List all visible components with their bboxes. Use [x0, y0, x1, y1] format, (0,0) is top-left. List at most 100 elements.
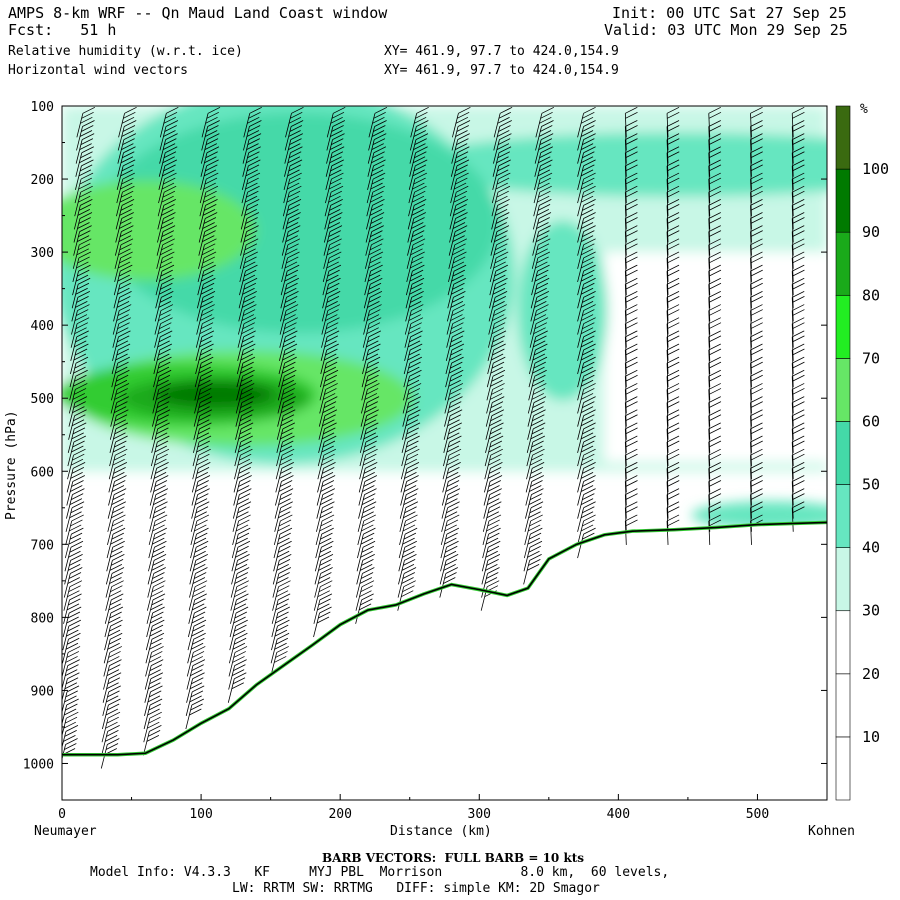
barb-feather — [116, 361, 129, 369]
barb-shaft — [64, 560, 72, 585]
barb-feather — [625, 217, 638, 224]
barb-shaft — [231, 533, 239, 559]
barb-feather — [277, 537, 290, 545]
wind-barb — [440, 540, 459, 572]
barb-feather — [452, 269, 466, 277]
barb-feather — [108, 664, 121, 671]
barb-feather — [73, 353, 87, 361]
wind-barb-column — [355, 106, 388, 624]
barb-shaft — [272, 573, 280, 598]
barb-feather — [405, 480, 418, 487]
barb-feather — [82, 120, 95, 127]
barb-feather — [321, 480, 335, 487]
barb-feather — [708, 343, 721, 351]
barb-feather — [792, 348, 805, 356]
barb-feather — [405, 445, 418, 453]
barb-feather — [582, 519, 595, 527]
barb-shaft — [355, 586, 363, 611]
barb-feather — [537, 195, 550, 203]
barb-feather — [449, 353, 462, 361]
barb-shaft — [62, 704, 68, 726]
barb-feather — [159, 296, 173, 303]
barb-feather — [67, 590, 80, 598]
barb-feather — [66, 603, 80, 611]
wind-barb — [355, 580, 375, 611]
barb-feather — [288, 130, 301, 137]
barb-feather — [243, 343, 256, 351]
chart-title: AMPS 8-km WRF -- Qn Maud Land Coast wind… — [8, 4, 388, 22]
wind-barb — [243, 106, 262, 138]
barb-feather — [154, 506, 167, 514]
barb-feather — [792, 282, 805, 290]
barb-feather — [80, 138, 94, 145]
barb-feather — [243, 235, 257, 243]
wind-barb — [185, 698, 205, 730]
barb-shaft — [666, 507, 669, 532]
barb-shaft — [791, 442, 794, 467]
barb-shaft — [445, 363, 452, 388]
barb-feather — [582, 230, 595, 238]
barb-feather — [708, 125, 722, 132]
barb-shaft — [154, 310, 162, 335]
barb-feather — [446, 527, 460, 535]
barb-shaft — [666, 244, 669, 269]
barb-feather — [368, 343, 381, 351]
barb-shaft — [114, 231, 122, 256]
barb-feather — [66, 664, 79, 671]
barb-feather — [446, 540, 459, 548]
barb-feather — [204, 143, 218, 150]
barb-feather — [119, 243, 132, 251]
barb-feather — [119, 222, 132, 229]
barb-feather — [286, 277, 299, 285]
wind-barb — [577, 264, 596, 296]
barb-feather — [498, 125, 511, 132]
barb-feather — [69, 606, 82, 614]
barb-feather — [792, 440, 805, 448]
barb-feather — [283, 301, 297, 308]
barb-feather — [450, 383, 464, 390]
barb-feather — [750, 514, 763, 522]
barb-shaft — [361, 376, 369, 401]
wind-barb — [73, 212, 93, 243]
barb-shaft — [531, 271, 538, 296]
barb-feather — [750, 409, 763, 417]
barb-feather — [667, 414, 680, 422]
barb-feather — [119, 195, 133, 203]
barb-feather — [792, 256, 805, 264]
wind-barb — [155, 264, 175, 296]
barb-feather — [667, 493, 680, 500]
barb-feather — [119, 304, 132, 311]
barb-feather — [330, 198, 343, 206]
barb-feather — [666, 198, 680, 206]
barb-feather — [163, 185, 177, 193]
barb-feather — [152, 559, 166, 566]
barb-shaft — [666, 389, 669, 414]
barb-feather — [363, 527, 376, 535]
barb-feather — [666, 146, 680, 154]
barb-feather — [792, 251, 805, 259]
barb-feather — [192, 577, 206, 584]
barb-feather — [625, 440, 638, 448]
wind-barb — [71, 291, 91, 322]
wind-barb — [104, 606, 124, 638]
barb-shaft — [271, 599, 279, 624]
barb-shaft — [402, 415, 409, 440]
barb-shaft — [399, 494, 407, 519]
barb-feather — [582, 269, 595, 277]
barb-feather — [64, 682, 78, 690]
xy-range-rh: XY= 461.9, 97.7 to 424.0,154.9 — [384, 44, 619, 59]
barb-feather — [750, 427, 763, 435]
barb-shaft — [200, 139, 208, 164]
barb-feather — [538, 177, 551, 185]
barb-shaft — [404, 323, 412, 348]
barb-feather — [455, 116, 469, 124]
barb-shaft — [791, 165, 794, 190]
barb-feather — [582, 493, 595, 500]
wind-barb — [445, 343, 465, 375]
barb-feather — [106, 682, 119, 690]
wind-barb — [146, 593, 166, 624]
barb-feather — [249, 106, 262, 114]
wind-barb — [490, 225, 510, 256]
barb-shaft — [791, 323, 794, 348]
barb-feather — [364, 393, 378, 400]
